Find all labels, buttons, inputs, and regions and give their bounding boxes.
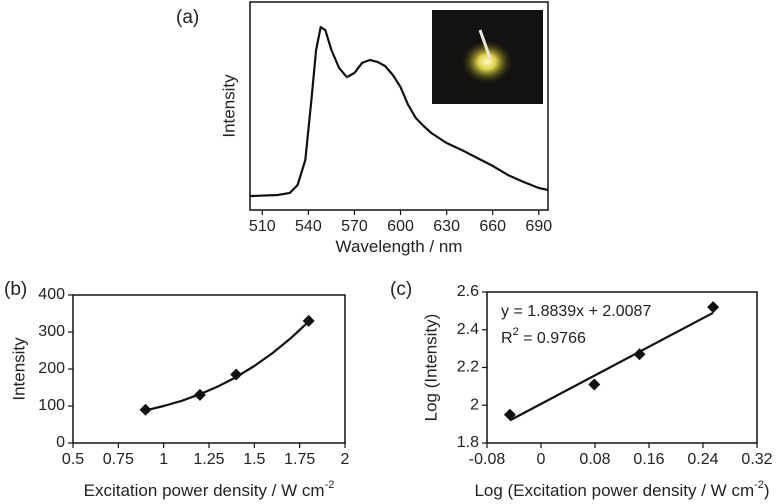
y-tick-label: 400 — [38, 286, 65, 303]
x-tick-label: 660 — [479, 218, 506, 235]
x-tick-label: -0.08 — [469, 451, 506, 468]
x-tick-label: 0 — [537, 451, 546, 468]
x-tick-label: 1.75 — [284, 451, 315, 468]
y-tick-label: 200 — [38, 360, 65, 377]
x-axis-label-text: Log (Excitation power density / W cm — [474, 481, 754, 500]
y-tick-label: 2.6 — [457, 283, 479, 300]
y-tick-label: 2.2 — [457, 359, 479, 376]
y-tick-label: 2 — [470, 396, 479, 413]
x-tick-label: 0.24 — [687, 451, 718, 468]
x-axis-label: Wavelength / nm — [336, 237, 463, 256]
annotation-text: R — [501, 330, 513, 347]
panel-label: (a) — [176, 7, 199, 28]
data-line — [249, 25, 549, 198]
plot-frame — [249, 1, 549, 211]
panel-label: (c) — [390, 279, 412, 300]
x-tick-label: 0.5 — [62, 451, 84, 468]
x-axis-label: Excitation power density / W cm-2 — [84, 479, 335, 501]
annotation-sup: 2 — [513, 326, 519, 338]
x-axis-label: Log (Excitation power density / W cm-2) — [474, 479, 769, 501]
x-tick-label: 0.08 — [579, 451, 610, 468]
x-tick-label: 540 — [295, 218, 322, 235]
annotation: y = 1.8839x + 2.0087 — [501, 303, 651, 320]
data-line — [509, 311, 714, 422]
y-tick-label: 0 — [56, 434, 65, 451]
y-tick-label: 100 — [38, 397, 65, 414]
x-axis-label-text: Excitation power density / W cm — [84, 481, 325, 500]
panel-label: (b) — [4, 279, 27, 300]
x-tick-label: 0.32 — [741, 451, 772, 468]
x-tick-label: 630 — [433, 218, 460, 235]
y-axis-label: Intensity — [219, 74, 238, 138]
x-axis-label-sup: -2 — [754, 479, 764, 491]
annotation: R2 = 0.9766 — [501, 326, 586, 347]
annotation-text: y = 1.8839x + 2.0087 — [501, 303, 651, 320]
x-tick-label: 0.75 — [103, 451, 134, 468]
x-axis-label-text: Wavelength / nm — [336, 237, 463, 256]
x-tick-label: 1 — [159, 451, 168, 468]
y-tick-label: 300 — [38, 323, 65, 340]
x-tick-label: 1.25 — [193, 451, 224, 468]
y-axis-label: Intensity — [9, 337, 28, 401]
plot-frame — [72, 294, 346, 444]
x-tick-label: 0.16 — [633, 451, 664, 468]
y-tick-label: 1.8 — [457, 434, 479, 451]
data-point — [707, 301, 720, 314]
annotation-suffix: = 0.9766 — [519, 330, 586, 347]
x-tick-label: 2 — [341, 451, 350, 468]
data-line — [145, 320, 310, 412]
x-axis-label-sup: -2 — [325, 479, 335, 491]
x-tick-label: 510 — [249, 218, 276, 235]
data-point — [588, 378, 601, 391]
y-tick-label: 2.4 — [457, 321, 479, 338]
y-axis-label: Log (Intensity) — [421, 314, 440, 422]
x-tick-label: 600 — [387, 218, 414, 235]
x-axis-label-suffix: ) — [764, 481, 770, 500]
x-tick-label: 1.5 — [243, 451, 265, 468]
x-tick-label: 690 — [525, 218, 552, 235]
x-tick-label: 570 — [341, 218, 368, 235]
inset-photo — [432, 10, 543, 104]
